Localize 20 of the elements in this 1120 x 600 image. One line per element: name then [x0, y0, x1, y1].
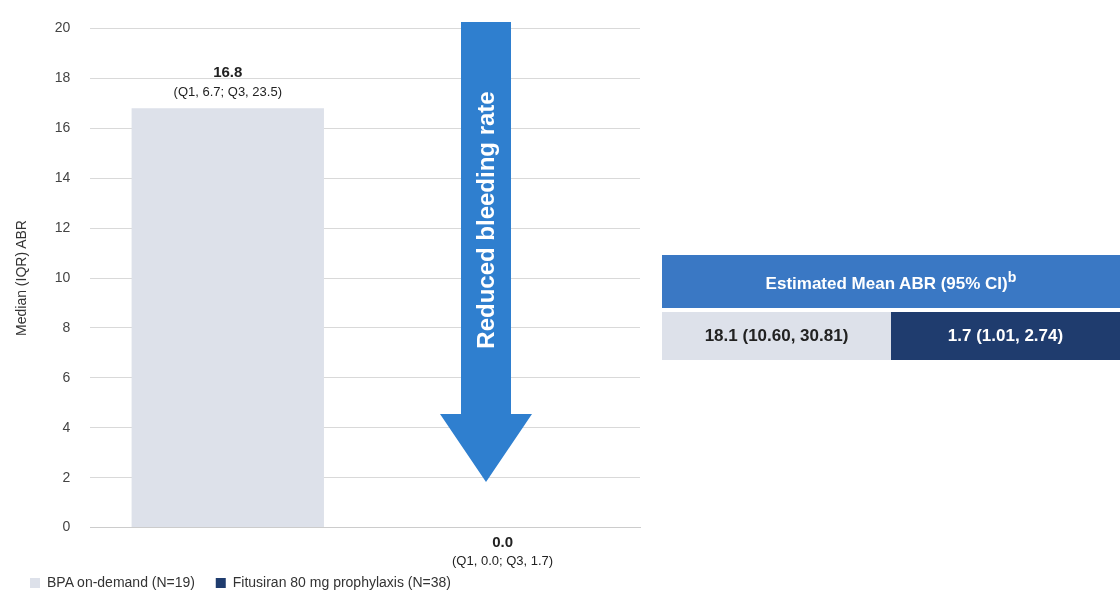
y-tick-label: 6 — [62, 368, 71, 385]
y-axis-title: Median (IQR) ABR — [13, 220, 30, 336]
legend-label: BPA on-demand (N=19) — [47, 573, 195, 590]
y-tick-label: 8 — [62, 318, 71, 335]
y-tick-label: 0 — [62, 518, 71, 535]
y-tick-label: 16 — [54, 119, 71, 136]
data-label: 16.8 (Q1, 6.7; Q3, 23.5) — [173, 63, 282, 100]
y-tick-label: 18 — [54, 69, 71, 86]
text: 1.7 (1.01, 2.74) — [891, 311, 1120, 360]
y-tick-label: 20 — [54, 19, 71, 36]
text: Estimated Mean ABR (95% CI)$^{b}$ — [662, 255, 1120, 312]
y-tick-label: 14 — [54, 169, 71, 186]
text: 18.1 (10.60, 30.81) — [662, 311, 891, 360]
y-tick-label: 10 — [54, 268, 71, 285]
y-tick-label: 2 — [62, 468, 71, 485]
y-tick-label: 4 — [62, 418, 71, 435]
data-label: 0.0 (Q1, 0.0; Q3, 1.7) — [452, 533, 554, 568]
legend-label: Fitusiran 80 mg prophylaxis (N=38) — [232, 573, 452, 590]
y-tick-label: 12 — [54, 218, 71, 235]
annotation: Reduced bleeding rate — [472, 91, 500, 349]
